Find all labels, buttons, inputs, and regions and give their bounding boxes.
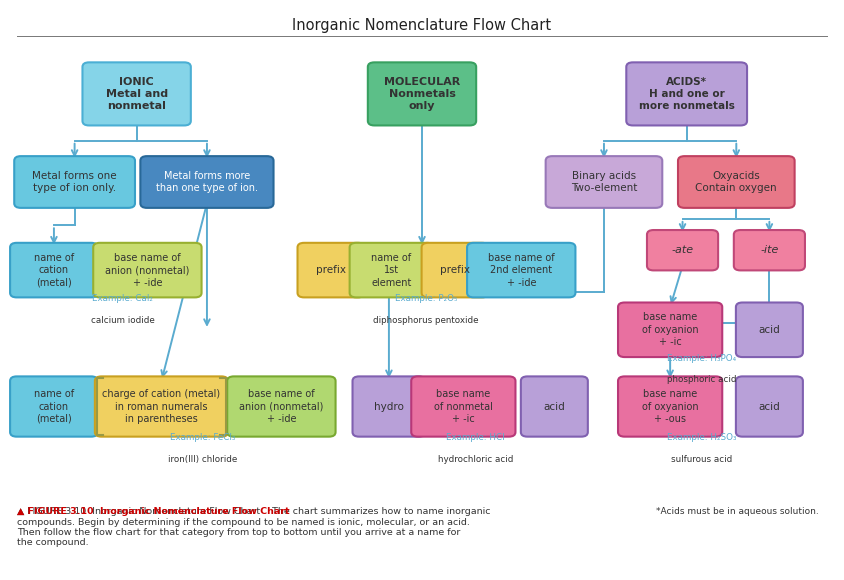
Text: acid: acid bbox=[544, 401, 565, 412]
Text: sulfurous acid: sulfurous acid bbox=[671, 455, 733, 464]
Text: Oxyacids
Contain oxygen: Oxyacids Contain oxygen bbox=[695, 171, 777, 193]
Text: base name
of oxyanion
+ -ic: base name of oxyanion + -ic bbox=[641, 313, 699, 347]
Text: hydrochloric acid: hydrochloric acid bbox=[438, 455, 513, 464]
FancyBboxPatch shape bbox=[411, 376, 516, 437]
Text: Example: FeCl₃: Example: FeCl₃ bbox=[170, 433, 235, 442]
Text: Inorganic Nomenclature Flow Chart: Inorganic Nomenclature Flow Chart bbox=[292, 18, 552, 33]
Text: base name
of nonmetal
+ -ic: base name of nonmetal + -ic bbox=[434, 389, 493, 424]
Text: MOLECULAR
Nonmetals
only: MOLECULAR Nonmetals only bbox=[384, 77, 460, 111]
Text: IONIC
Metal and
nonmetal: IONIC Metal and nonmetal bbox=[106, 77, 168, 111]
Text: Metal forms more
than one type of ion.: Metal forms more than one type of ion. bbox=[156, 171, 258, 193]
Text: ACIDS*
H and one or
more nonmetals: ACIDS* H and one or more nonmetals bbox=[639, 77, 734, 111]
FancyBboxPatch shape bbox=[647, 230, 718, 270]
FancyBboxPatch shape bbox=[14, 156, 135, 208]
Text: base name of
2nd element
+ -ide: base name of 2nd element + -ide bbox=[488, 253, 555, 288]
Text: phosphoric acid: phosphoric acid bbox=[667, 375, 736, 385]
Text: Example: H₂SO₃: Example: H₂SO₃ bbox=[667, 433, 736, 442]
FancyBboxPatch shape bbox=[140, 156, 273, 208]
Text: diphosphorus pentoxide: diphosphorus pentoxide bbox=[373, 316, 479, 325]
FancyBboxPatch shape bbox=[10, 243, 98, 298]
FancyBboxPatch shape bbox=[227, 376, 336, 437]
Text: hydro: hydro bbox=[374, 401, 403, 412]
Text: name of
1st
element: name of 1st element bbox=[371, 253, 412, 288]
Text: name of
cation
(metal): name of cation (metal) bbox=[34, 389, 74, 424]
FancyBboxPatch shape bbox=[618, 376, 722, 437]
FancyBboxPatch shape bbox=[733, 230, 805, 270]
FancyBboxPatch shape bbox=[618, 303, 722, 357]
FancyBboxPatch shape bbox=[626, 63, 747, 125]
FancyBboxPatch shape bbox=[736, 303, 803, 357]
Text: base name of
anion (nonmetal)
+ -ide: base name of anion (nonmetal) + -ide bbox=[239, 389, 323, 424]
FancyBboxPatch shape bbox=[422, 243, 489, 298]
Text: acid: acid bbox=[759, 401, 780, 412]
FancyBboxPatch shape bbox=[93, 243, 202, 298]
FancyBboxPatch shape bbox=[298, 243, 365, 298]
FancyBboxPatch shape bbox=[10, 376, 98, 437]
Text: Metal forms one
type of ion only.: Metal forms one type of ion only. bbox=[32, 171, 117, 193]
Text: acid: acid bbox=[759, 325, 780, 335]
Text: -ate: -ate bbox=[672, 245, 694, 255]
Text: name of
cation
(metal): name of cation (metal) bbox=[34, 253, 74, 288]
FancyBboxPatch shape bbox=[467, 243, 576, 298]
FancyBboxPatch shape bbox=[353, 376, 425, 437]
FancyBboxPatch shape bbox=[736, 376, 803, 437]
Text: *Acids must be in aqueous solution.: *Acids must be in aqueous solution. bbox=[657, 507, 819, 516]
FancyBboxPatch shape bbox=[83, 63, 191, 125]
FancyBboxPatch shape bbox=[521, 376, 587, 437]
Text: prefix: prefix bbox=[440, 265, 470, 275]
FancyBboxPatch shape bbox=[368, 63, 476, 125]
FancyBboxPatch shape bbox=[95, 376, 228, 437]
FancyBboxPatch shape bbox=[546, 156, 663, 208]
Text: Binary acids
Two-element: Binary acids Two-element bbox=[571, 171, 637, 193]
Text: Example: HCl: Example: HCl bbox=[446, 433, 505, 442]
Text: base name
of oxyanion
+ -ous: base name of oxyanion + -ous bbox=[641, 389, 699, 424]
FancyBboxPatch shape bbox=[678, 156, 794, 208]
Text: -ite: -ite bbox=[760, 245, 778, 255]
Text: calcium iodide: calcium iodide bbox=[90, 316, 154, 325]
FancyBboxPatch shape bbox=[349, 243, 433, 298]
Text: ▲ FIGURE 3.10  Inorganic Nomenclature Flow Chart    The chart summarizes how to : ▲ FIGURE 3.10 Inorganic Nomenclature Flo… bbox=[17, 507, 490, 548]
Text: charge of cation (metal)
in roman numerals
in parentheses: charge of cation (metal) in roman numera… bbox=[102, 389, 220, 424]
Text: iron(III) chloride: iron(III) chloride bbox=[168, 455, 237, 464]
Text: base name of
anion (nonmetal)
+ -ide: base name of anion (nonmetal) + -ide bbox=[106, 253, 190, 288]
Text: Example: H₃PO₄: Example: H₃PO₄ bbox=[667, 354, 736, 362]
Text: Example: P₂O₅: Example: P₂O₅ bbox=[395, 294, 457, 303]
Text: Example: CaI₂: Example: CaI₂ bbox=[92, 294, 153, 303]
Text: ▲ FIGURE 3.10  Inorganic Nomenclature Flow Chart: ▲ FIGURE 3.10 Inorganic Nomenclature Flo… bbox=[17, 507, 289, 516]
Text: prefix: prefix bbox=[316, 265, 346, 275]
